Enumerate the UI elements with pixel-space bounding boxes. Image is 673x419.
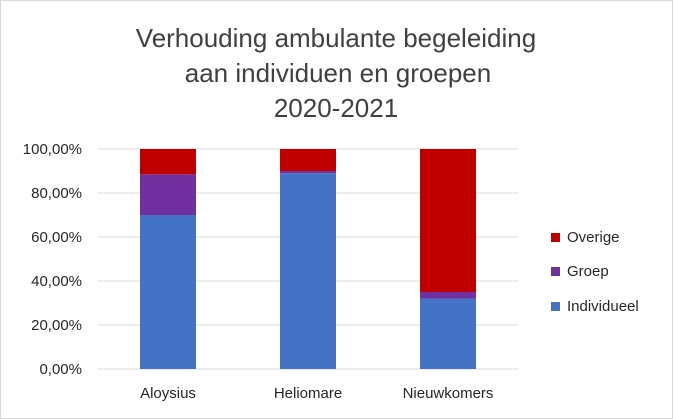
bar-segment <box>140 174 196 215</box>
bar-segment <box>420 149 476 292</box>
y-axis-tick-labels: 0,00% 20,00% 40,00% 60,00% 80,00% 100,00% <box>23 141 82 378</box>
bar-segment <box>420 292 476 299</box>
y-tick-label: 80,00% <box>31 185 82 202</box>
legend-swatch <box>551 267 560 276</box>
legend: Overige Groep Individueel <box>551 229 639 315</box>
bar-segment <box>280 173 336 369</box>
y-tick-label: 100,00% <box>23 141 82 158</box>
bar-segment <box>280 171 336 174</box>
legend-swatch <box>551 302 560 311</box>
chart-title-line-3: 2020-2021 <box>274 93 398 123</box>
y-tick-label: 0,00% <box>39 361 82 378</box>
bars <box>140 149 476 369</box>
bar-segment <box>140 149 196 175</box>
legend-label: Overige <box>567 229 620 246</box>
legend-swatch <box>551 233 560 242</box>
bar-segment <box>140 215 196 369</box>
x-tick-label: Nieuwkomers <box>403 385 494 402</box>
legend-label: Individueel <box>567 298 639 315</box>
bar-segment <box>420 298 476 369</box>
chart-title-line-2: aan individuen en groepen <box>185 58 491 88</box>
y-tick-label: 20,00% <box>31 317 82 334</box>
y-tick-label: 60,00% <box>31 229 82 246</box>
x-tick-label: Heliomare <box>274 385 342 402</box>
y-tick-label: 40,00% <box>31 273 82 290</box>
x-axis-tick-labels: Aloysius Heliomare Nieuwkomers <box>140 385 493 402</box>
x-tick-label: Aloysius <box>140 385 196 402</box>
bar-segment <box>280 149 336 171</box>
chart-title-line-1: Verhouding ambulante begeleiding <box>136 23 536 53</box>
legend-label: Groep <box>567 263 609 280</box>
